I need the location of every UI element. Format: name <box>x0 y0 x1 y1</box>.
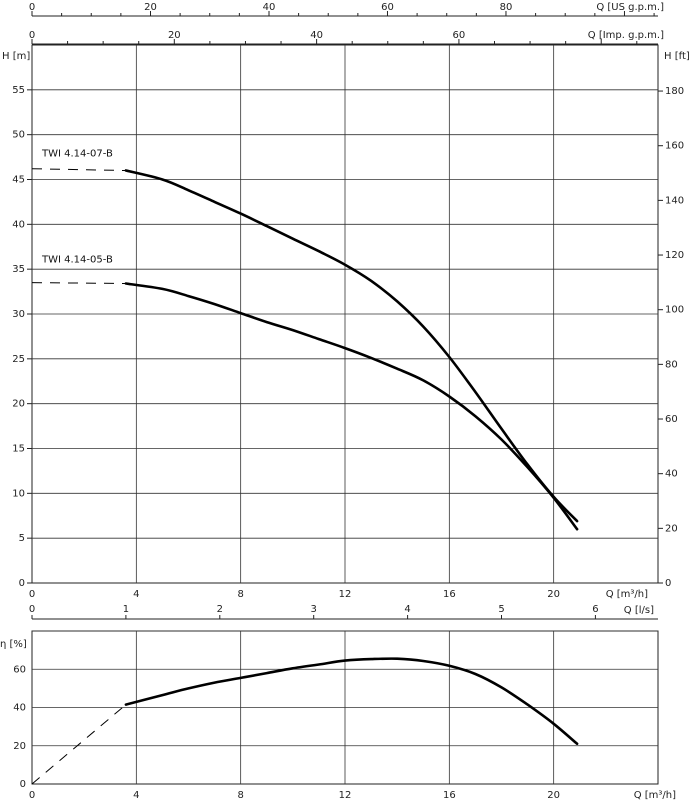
y-left-axis-label: H [m] <box>2 51 30 62</box>
us-gpm-axis-label: Q [US g.p.m.] <box>596 2 664 13</box>
imp-gpm-tick-label: 60 <box>453 30 466 41</box>
eff-x-tick-label: 16 <box>443 790 456 800</box>
eff-x-tick-label: 12 <box>339 790 352 800</box>
lps-tick-label: 4 <box>404 604 410 615</box>
y-right-tick-label: 40 <box>665 469 678 480</box>
x-tick-label: 20 <box>547 589 560 600</box>
us-gpm-tick-label: 60 <box>381 2 394 13</box>
lps-tick-label: 1 <box>123 604 129 615</box>
lps-tick-label: 5 <box>498 604 504 615</box>
lps-axis-label: Q [l/s] <box>624 605 654 616</box>
x-tick-label: 16 <box>443 589 456 600</box>
imp-gpm-tick-label: 40 <box>310 30 323 41</box>
y-left-tick-label: 15 <box>12 444 25 455</box>
us-gpm-tick-label: 0 <box>29 2 35 13</box>
lps-tick-label: 3 <box>311 604 317 615</box>
imp-gpm-tick-label: 20 <box>168 30 181 41</box>
lps-tick-label: 6 <box>592 604 598 615</box>
y-right-tick-label: 20 <box>665 523 678 534</box>
eff-y-tick-label: 40 <box>13 703 26 714</box>
y-left-tick-label: 50 <box>12 130 25 141</box>
y-left-tick-label: 5 <box>19 533 25 544</box>
efficiency-curve <box>124 657 579 746</box>
y-right-tick-label: 60 <box>665 414 678 425</box>
eff-y-axis-label: η [%] <box>0 639 27 650</box>
efficiency-curve-extension <box>31 704 127 785</box>
head-curve-extension <box>31 168 126 172</box>
y-right-tick-label: 180 <box>665 86 684 97</box>
eff-x-tick-label: 20 <box>547 790 560 800</box>
series-label: TWI 4.14-05-B <box>41 255 113 266</box>
eff-x-tick-label: 0 <box>29 790 35 800</box>
y-right-tick-label: 80 <box>665 359 678 370</box>
eff-y-tick-label: 0 <box>20 779 26 790</box>
head-curve-extension <box>31 282 126 285</box>
y-left-tick-label: 30 <box>12 309 25 320</box>
y-left-tick-label: 40 <box>12 219 25 230</box>
us-gpm-tick-label: 20 <box>144 2 157 13</box>
imp-gpm-axis-label: Q [Imp. g.p.m.] <box>588 30 664 41</box>
eff-y-tick-label: 60 <box>13 664 26 675</box>
y-right-tick-label: 0 <box>665 578 671 589</box>
y-left-tick-label: 0 <box>19 578 25 589</box>
y-right-axis-label: H [ft] <box>664 51 689 62</box>
head-curve-07 <box>124 169 579 523</box>
imp-gpm-tick-label: 0 <box>29 30 35 41</box>
series-label: TWI 4.14-07-B <box>41 149 113 160</box>
x-axis-label: Q [m³/h] <box>606 589 648 600</box>
eff-y-tick-label: 20 <box>13 741 26 752</box>
head-curve-05 <box>124 282 579 531</box>
y-left-tick-label: 20 <box>12 399 25 410</box>
y-left-tick-label: 55 <box>12 85 25 96</box>
y-left-tick-label: 25 <box>12 354 25 365</box>
y-right-tick-label: 100 <box>665 305 684 316</box>
y-right-tick-label: 140 <box>665 195 684 206</box>
x-tick-label: 12 <box>339 589 352 600</box>
us-gpm-tick-label: 80 <box>500 2 513 13</box>
y-left-tick-label: 45 <box>12 175 25 186</box>
x-tick-label: 0 <box>29 589 35 600</box>
eff-x-tick-label: 8 <box>237 790 243 800</box>
eff-x-axis-label: Q [m³/h] <box>634 790 676 800</box>
y-left-tick-label: 35 <box>12 264 25 275</box>
lps-tick-label: 0 <box>29 604 35 615</box>
eff-x-tick-label: 4 <box>133 790 139 800</box>
lps-tick-label: 2 <box>217 604 223 615</box>
y-right-tick-label: 160 <box>665 141 684 152</box>
x-tick-label: 4 <box>133 589 139 600</box>
y-left-tick-label: 10 <box>12 488 25 499</box>
x-tick-label: 8 <box>237 589 243 600</box>
us-gpm-tick-label: 40 <box>263 2 276 13</box>
y-right-tick-label: 120 <box>665 250 684 261</box>
